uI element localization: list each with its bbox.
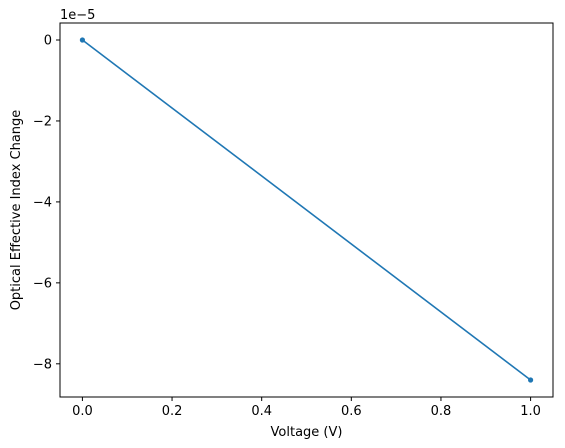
x-tick-label: 1.0 — [520, 404, 541, 419]
x-tick-label: 0.2 — [162, 404, 183, 419]
y-tick-label: 0 — [44, 34, 52, 49]
series-line — [81, 39, 532, 381]
x-tick-label: 0.4 — [251, 404, 272, 419]
y-tick-label: −8 — [33, 357, 52, 372]
plot-frame — [59, 22, 554, 398]
x-axis-ticks: 0.0 0.2 0.4 0.6 0.8 1.0 — [72, 397, 541, 419]
x-tick-label: 0.0 — [72, 404, 93, 419]
y-axis-label: Optical Effective Index Change — [9, 110, 24, 311]
data-point — [527, 377, 534, 383]
y-offset-label: 1e−5 — [60, 8, 95, 23]
y-tick-label: −4 — [33, 195, 52, 210]
series-layer — [79, 37, 534, 383]
y-tick-label: −2 — [33, 114, 52, 129]
y-tick-label: −6 — [33, 276, 52, 291]
x-tick-label: 0.8 — [431, 404, 452, 419]
y-axis-ticks: 0 −2 −4 −6 −8 — [33, 34, 60, 372]
x-axis-label: Voltage (V) — [271, 425, 343, 440]
x-tick-label: 0.6 — [341, 404, 362, 419]
data-point — [79, 37, 86, 43]
